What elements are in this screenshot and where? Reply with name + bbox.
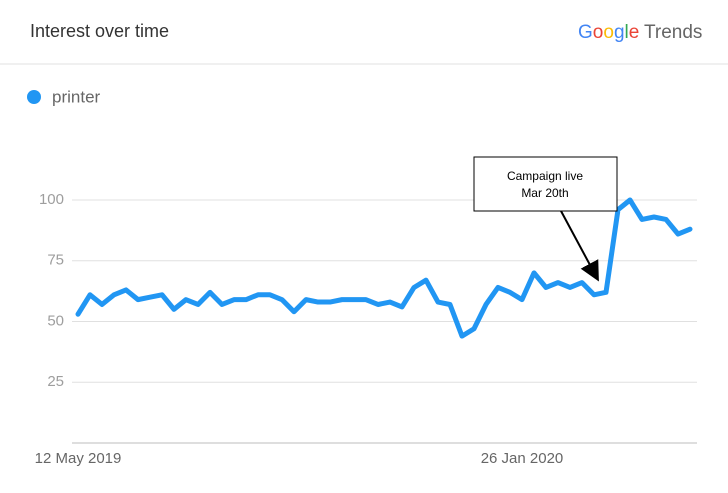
logo-product: Trends <box>644 22 702 43</box>
logo-brand: Google <box>578 22 639 43</box>
y-tick-label: 75 <box>47 252 64 269</box>
chart-title: Interest over time <box>30 21 169 41</box>
y-tick-label: 25 <box>47 373 64 390</box>
x-tick-label: 12 May 2019 <box>35 450 122 467</box>
y-tick-label: 100 <box>39 191 64 208</box>
series-line <box>75 197 693 339</box>
x-tick-label: 26 Jan 2020 <box>481 450 564 467</box>
annotation-text: Mar 20th <box>521 186 568 200</box>
legend-marker <box>27 90 41 104</box>
annotation-box <box>473 156 618 212</box>
legend-label: printer <box>52 87 101 106</box>
annotation-arrow <box>560 210 599 282</box>
annotation-text: Campaign live <box>507 169 583 183</box>
y-tick-label: 50 <box>47 312 64 329</box>
